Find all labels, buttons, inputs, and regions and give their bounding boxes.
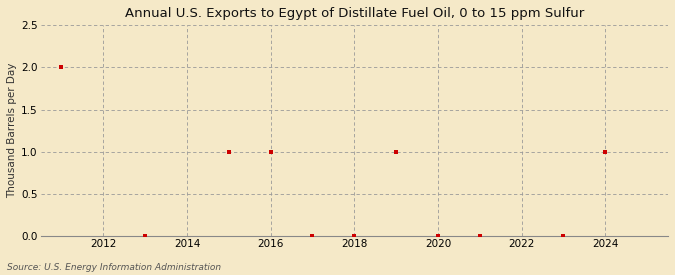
Point: [349, 234, 360, 238]
Title: Annual U.S. Exports to Egypt of Distillate Fuel Oil, 0 to 15 ppm Sulfur: Annual U.S. Exports to Egypt of Distilla…: [125, 7, 584, 20]
Point: [600, 150, 611, 154]
Point: [265, 150, 276, 154]
Point: [558, 234, 569, 238]
Point: [433, 234, 443, 238]
Y-axis label: Thousand Barrels per Day: Thousand Barrels per Day: [7, 63, 17, 198]
Point: [475, 234, 485, 238]
Text: Source: U.S. Energy Information Administration: Source: U.S. Energy Information Administ…: [7, 263, 221, 272]
Point: [391, 150, 402, 154]
Point: [140, 234, 151, 238]
Point: [307, 234, 318, 238]
Point: [223, 150, 234, 154]
Point: [56, 65, 67, 70]
